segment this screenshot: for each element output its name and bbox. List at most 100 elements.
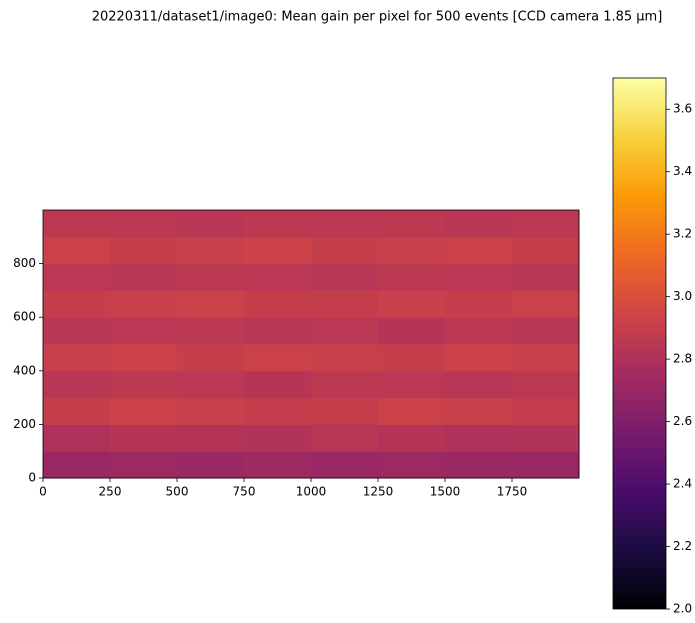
heatmap-cell [177,290,245,318]
heatmap-cell [378,290,446,318]
heatmap-cell [110,451,178,479]
heatmap-cell [378,370,446,399]
heatmap-cell [110,210,178,238]
heatmap-cell [110,236,178,265]
heatmap-cell [311,370,379,399]
x-tick-label: 500 [166,485,189,499]
heatmap-cell [311,424,379,452]
heatmap-cell [110,263,178,291]
heatmap-cell [244,317,312,345]
colorbar-tick-label: 2.4 [673,477,692,491]
heatmap-cell [378,263,446,291]
heatmap-cell [244,236,312,265]
heatmap-cell [177,317,245,345]
colorbar [612,77,667,610]
heatmap-cell [43,451,111,479]
x-tick-label: 1500 [430,485,461,499]
heatmap-cell [110,424,178,452]
heatmap-cell [445,236,513,265]
colorbar-tick-label: 2.0 [673,602,692,616]
y-tick-label: 400 [13,363,36,377]
colorbar-tick-label: 2.2 [673,539,692,553]
heatmap-cell [445,451,513,479]
heatmap-cell [43,424,111,452]
heatmap-cell [445,263,513,291]
heatmap-cell [43,317,111,345]
heatmap-cell [244,397,312,425]
heatmap-cell [43,210,111,238]
heatmap-cell [177,397,245,425]
heatmap-cell [512,236,580,265]
y-tick-label: 800 [13,256,36,270]
colorbar-tick-label: 3.6 [673,102,692,116]
x-tick-label: 1750 [497,485,528,499]
heatmap-cell [445,344,513,372]
heatmap-cell [378,451,446,479]
x-tick-label: 0 [39,485,47,499]
heatmap-cell [43,370,111,399]
heatmap-cell [512,263,580,291]
heatmap-cell [244,263,312,291]
heatmap-cell [110,370,178,399]
colorbar-tick-label: 2.8 [673,352,692,366]
y-tick-label: 0 [28,471,36,485]
x-tick-label: 250 [99,485,122,499]
heatmap-cell [177,344,245,372]
heatmap-cell [43,290,111,318]
heatmap-cell [110,290,178,318]
colorbar-tick-label: 2.6 [673,414,692,428]
heatmap-cell [445,370,513,399]
heatmap-cell [445,290,513,318]
heatmap-cell [311,344,379,372]
heatmap-cell [445,424,513,452]
heatmap-cell [177,370,245,399]
heatmap-cell [177,210,245,238]
heatmap-cell [43,263,111,291]
heatmap-cell [512,424,580,452]
y-tick-label: 200 [13,417,36,431]
heatmap-cell [445,210,513,238]
heatmap-cell [378,210,446,238]
heatmap-cell [110,344,178,372]
heatmap-cell [378,397,446,425]
heatmap-cell [445,397,513,425]
heatmap-cell [311,397,379,425]
heatmap-cell [177,451,245,479]
x-tick-label: 1000 [296,485,327,499]
heatmap-cell [378,344,446,372]
heatmap-cell [244,424,312,452]
heatmap-cell [311,317,379,345]
chart-title: 20220311/dataset1/image0: Mean gain per … [92,10,663,25]
heatmap-cell [244,344,312,372]
heatmap-cell [445,317,513,345]
heatmap-cell [177,424,245,452]
heatmap-cell [43,236,111,265]
y-tick-label: 600 [13,310,36,324]
heatmap-cell [43,344,111,372]
heatmap-cell [311,263,379,291]
heatmap-cell [512,210,580,238]
colorbar-tick-label: 3.0 [673,289,692,303]
heatmap-cell [43,397,111,425]
heatmap-cell [378,317,446,345]
heatmap-cell [512,451,580,479]
heatmap-cell [110,317,178,345]
heatmap-cell [311,451,379,479]
x-tick-label: 750 [233,485,256,499]
heatmap-cell [512,317,580,345]
heatmap-cell [378,236,446,265]
heatmap-cell [512,370,580,399]
heatmap-cell [311,290,379,318]
heatmap-cell [311,236,379,265]
heatmap-cell [244,370,312,399]
colorbar-tick-label: 3.4 [673,164,692,178]
heatmap-cell [311,210,379,238]
x-tick-label: 1250 [363,485,394,499]
heatmap-cell [244,290,312,318]
heatmap-cell [177,263,245,291]
heatmap-cell [177,236,245,265]
heatmap-cell [244,210,312,238]
heatmap-cell [512,344,580,372]
heatmap-cell [378,424,446,452]
